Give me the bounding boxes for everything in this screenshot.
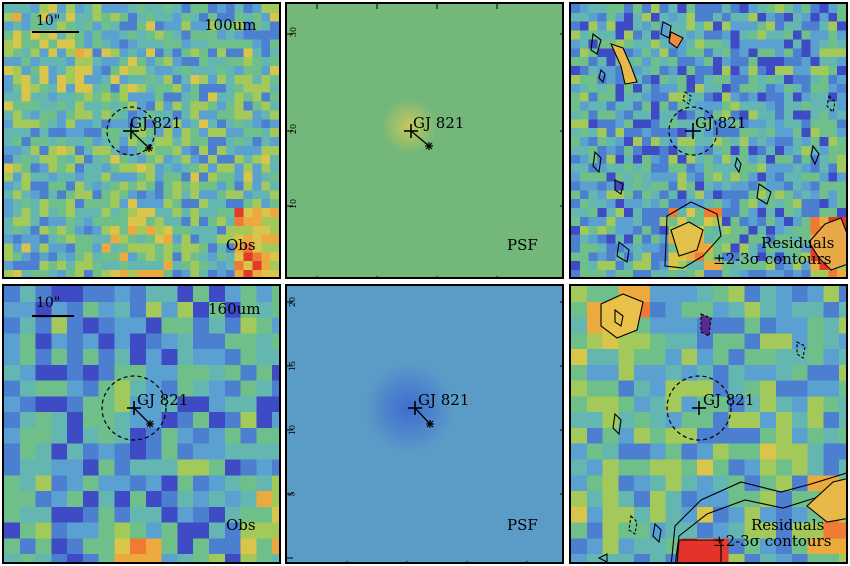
band-label: 160um [208, 300, 261, 318]
proper-motion-star-icon [145, 144, 153, 152]
target-label: GJ 821 [130, 114, 182, 132]
psf-100um-panel: 30 20 10 GJ 821 PSF [285, 2, 564, 279]
proper-motion-star-icon [426, 420, 434, 428]
residuals-160um-panel: GJ 821 Residuals ±2-3σ contours [569, 284, 848, 564]
band-label: 100um [204, 16, 257, 34]
tick-label: 30 [289, 26, 299, 38]
tick-label: 20 [289, 123, 299, 135]
contours-caption-line: ±2-3σ contours [713, 250, 832, 268]
psf-100um-image [287, 4, 562, 277]
psf-100um-overlay [287, 4, 562, 277]
tick-label: 10 [289, 198, 299, 210]
target-label: GJ 821 [418, 391, 470, 409]
target-label: GJ 821 [413, 114, 465, 132]
obs-160um-overlay [32, 315, 167, 441]
target-marker [685, 123, 701, 139]
contour-lines [590, 21, 846, 271]
aperture-circle [668, 106, 718, 156]
obs-160um-image [4, 286, 279, 562]
residuals-caption-line: Residuals [761, 234, 835, 252]
scale-bar-label: 10" [36, 295, 61, 311]
tick-label: 20 [288, 296, 298, 308]
residuals-100um-overlay [590, 21, 846, 271]
obs-160um-panel: 10" 160um GJ 821 Obs [2, 284, 281, 564]
psf-160um-image [287, 286, 562, 562]
tick-label: 5 [287, 491, 297, 497]
residuals-caption-line: Residuals [751, 516, 825, 534]
panel-caption-psf: PSF [507, 236, 538, 254]
target-label: GJ 821 [695, 114, 747, 132]
aperture-circle [106, 106, 156, 156]
aperture-circle [666, 375, 732, 441]
residuals-100um-panel: GJ 821 Residuals ±2-3σ contours [569, 2, 848, 279]
proper-motion-star-icon [146, 420, 154, 428]
contours-caption-line: ±2-3σ contours [713, 532, 832, 550]
tick-label: 15 [288, 360, 298, 372]
tick-label: 10 [288, 424, 298, 436]
psf-160um-panel: 20 15 10 5 GJ 821 PSF [285, 284, 564, 564]
psf-160um-overlay [287, 301, 562, 562]
panel-caption-obs: Obs [226, 236, 256, 254]
contour-lines [597, 293, 846, 562]
panel-caption-psf: PSF [507, 516, 538, 534]
residuals-160um-overlay [597, 293, 846, 562]
axis-ticks [287, 4, 562, 277]
scale-bar-label: 10" [36, 13, 61, 29]
obs-100um-overlay [32, 31, 156, 156]
target-label: GJ 821 [137, 391, 189, 409]
axis-ticks [287, 301, 562, 562]
proper-motion-star-icon [425, 142, 433, 150]
panel-caption-obs: Obs [226, 516, 256, 534]
aperture-circle [101, 375, 167, 441]
target-marker [692, 401, 706, 415]
obs-100um-panel: 10" 100um GJ 821 Obs [2, 2, 281, 279]
target-label: GJ 821 [703, 391, 755, 409]
